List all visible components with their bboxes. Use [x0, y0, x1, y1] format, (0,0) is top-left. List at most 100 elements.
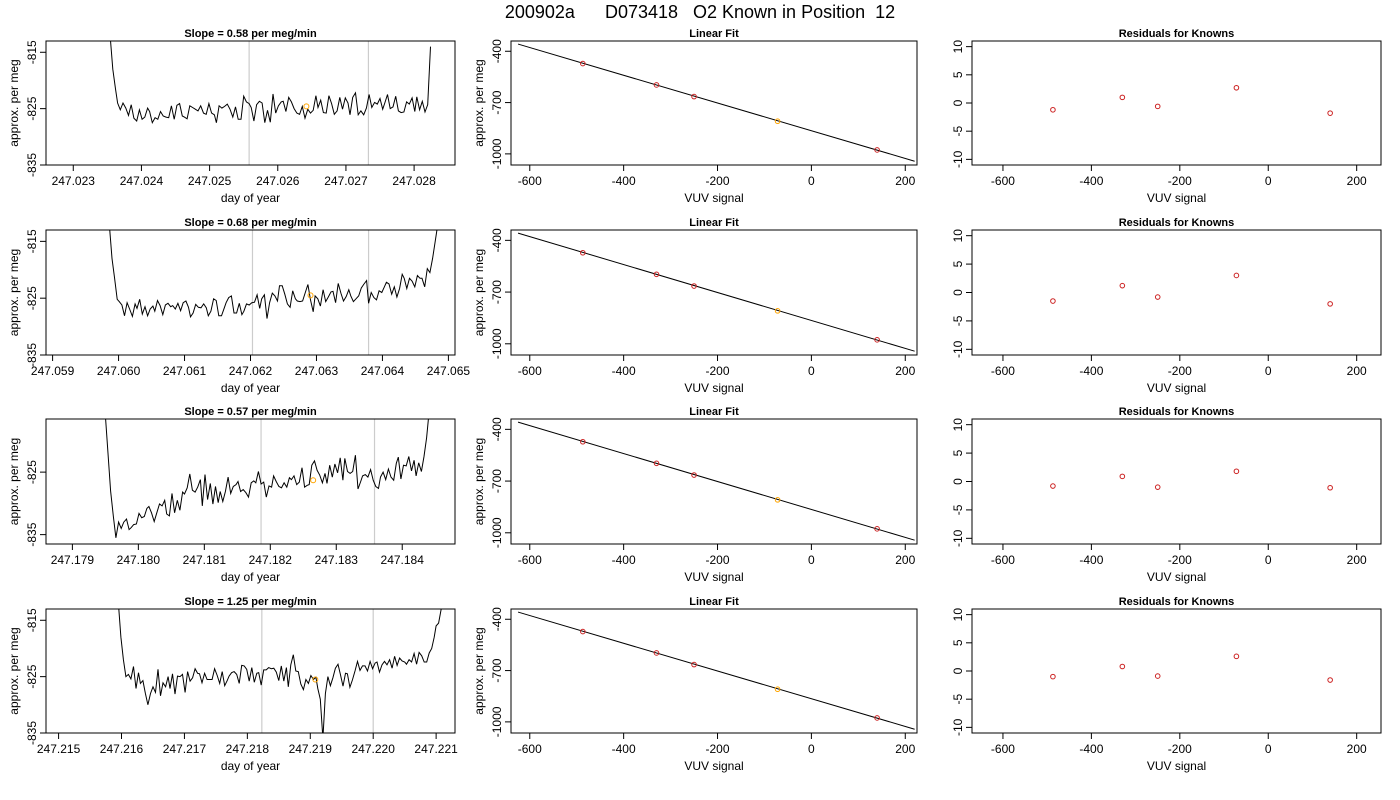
y-tick-label: 5	[951, 449, 965, 456]
y-tick-label: 10	[951, 418, 965, 432]
highlight-point	[310, 477, 317, 484]
x-tick-label: 200	[1347, 174, 1367, 188]
x-tick-label: 0	[808, 553, 815, 567]
x-tick-label: 200	[895, 553, 915, 567]
x-tick-label: 0	[1265, 553, 1272, 567]
highlight-point	[774, 686, 781, 693]
y-tick-label: -400	[490, 228, 504, 252]
data-point	[691, 283, 697, 289]
data-point	[874, 715, 880, 721]
panel-title: Linear Fit	[689, 406, 739, 418]
x-tick-label: -600	[991, 174, 1015, 188]
x-tick-label: 0	[1265, 174, 1272, 188]
y-tick-label: -700	[490, 469, 504, 493]
x-tick-label: 247.024	[120, 174, 164, 188]
y-axis-label: approx. per meg	[472, 249, 486, 336]
y-tick-label: -700	[490, 658, 504, 682]
y-tick-label: -825	[25, 664, 39, 688]
y-tick-label: -835	[25, 343, 39, 367]
y-tick-label: 0	[951, 667, 965, 674]
y-axis-label: approx. per meg	[472, 438, 486, 525]
x-tick-label: -200	[1168, 174, 1192, 188]
data-point	[874, 337, 880, 343]
plot-frame	[971, 608, 1382, 734]
y-tick-label: -825	[25, 286, 39, 310]
y-tick-label: 5	[951, 639, 965, 646]
x-tick-label: 247.179	[51, 553, 95, 567]
data-point	[1327, 677, 1333, 683]
y-tick-label: -1000	[490, 706, 504, 737]
x-axis-label: VUV signal	[1147, 759, 1206, 773]
x-tick-label: 247.220	[352, 742, 396, 756]
data-point	[1154, 103, 1161, 110]
figure-title: 200902a D073418 O2 Known in Position 12	[504, 2, 896, 22]
highlight-point	[303, 103, 310, 110]
y-axis-label: approx. per meg	[472, 627, 486, 714]
plot-frame	[971, 229, 1382, 356]
x-tick-label: 247.023	[52, 174, 96, 188]
data-point	[691, 93, 697, 100]
highlight-point	[312, 676, 319, 683]
x-tick-label: 247.026	[256, 174, 300, 188]
x-axis-label: VUV signal	[1147, 381, 1206, 395]
y-tick-label: -5	[951, 126, 965, 137]
y-tick-label: -10	[951, 150, 965, 168]
x-tick-label: -600	[991, 553, 1015, 567]
y-tick-label: -825	[25, 460, 39, 484]
data-point	[691, 661, 697, 668]
x-tick-label: -600	[518, 742, 542, 756]
data-series-line	[110, 41, 431, 125]
data-point	[1233, 468, 1240, 475]
data-point	[1154, 673, 1161, 679]
x-tick-label: -600	[518, 553, 542, 567]
x-tick-label: 247.063	[295, 364, 339, 378]
fit-line	[517, 421, 915, 541]
x-tick-label: 247.025	[188, 174, 232, 188]
x-axis-label: VUV signal	[684, 570, 743, 584]
data-point	[1233, 272, 1240, 279]
y-tick-label: -815	[25, 608, 39, 632]
y-tick-label: -835	[25, 153, 39, 177]
panel-1-2: Linear Fit -600 -400 -200 0 200 -400 -700 -1000 V…	[472, 28, 918, 205]
x-tick-label: -200	[706, 364, 730, 378]
data-point	[1119, 282, 1126, 289]
panel-title: Residuals for Knowns	[1119, 28, 1235, 40]
y-tick-label: -5	[951, 504, 965, 515]
plot-frame	[45, 229, 456, 356]
y-tick-label: 10	[951, 40, 965, 54]
y-tick-label: 5	[951, 71, 965, 78]
y-tick-label: -1000	[490, 328, 504, 359]
x-tick-label: 247.181	[183, 553, 227, 567]
panel-title: Linear Fit	[689, 217, 739, 229]
x-tick-label: -200	[706, 174, 730, 188]
x-tick-label: -400	[1079, 364, 1103, 378]
data-point	[580, 438, 586, 445]
y-tick-label: -5	[951, 315, 965, 326]
y-tick-label: -400	[490, 607, 504, 631]
x-tick-label: -600	[991, 742, 1015, 756]
x-tick-label: 200	[895, 742, 915, 756]
x-axis-label: VUV signal	[1147, 191, 1206, 205]
x-axis-label: VUV signal	[684, 381, 743, 395]
x-tick-label: 200	[895, 174, 915, 188]
x-tick-label: 247.184	[381, 553, 425, 567]
y-tick-label: -1000	[490, 138, 504, 169]
x-tick-label: 247.060	[97, 364, 141, 378]
y-tick-label: -835	[25, 522, 39, 546]
x-tick-label: 247.217	[163, 742, 207, 756]
fit-line	[517, 611, 915, 730]
y-tick-label: -400	[490, 39, 504, 63]
x-tick-label: -400	[1079, 742, 1103, 756]
data-point	[1119, 473, 1126, 480]
highlight-point	[774, 497, 781, 503]
data-point	[1154, 484, 1161, 490]
panel-title: Residuals for Knowns	[1119, 406, 1235, 418]
x-tick-label: -400	[612, 553, 636, 567]
data-point	[874, 526, 880, 532]
x-tick-label: 200	[895, 364, 915, 378]
plot-frame	[971, 40, 1382, 166]
panel-title: Residuals for Knowns	[1119, 596, 1235, 608]
y-tick-label: -10	[951, 340, 965, 358]
x-axis-label: day of year	[221, 570, 280, 584]
